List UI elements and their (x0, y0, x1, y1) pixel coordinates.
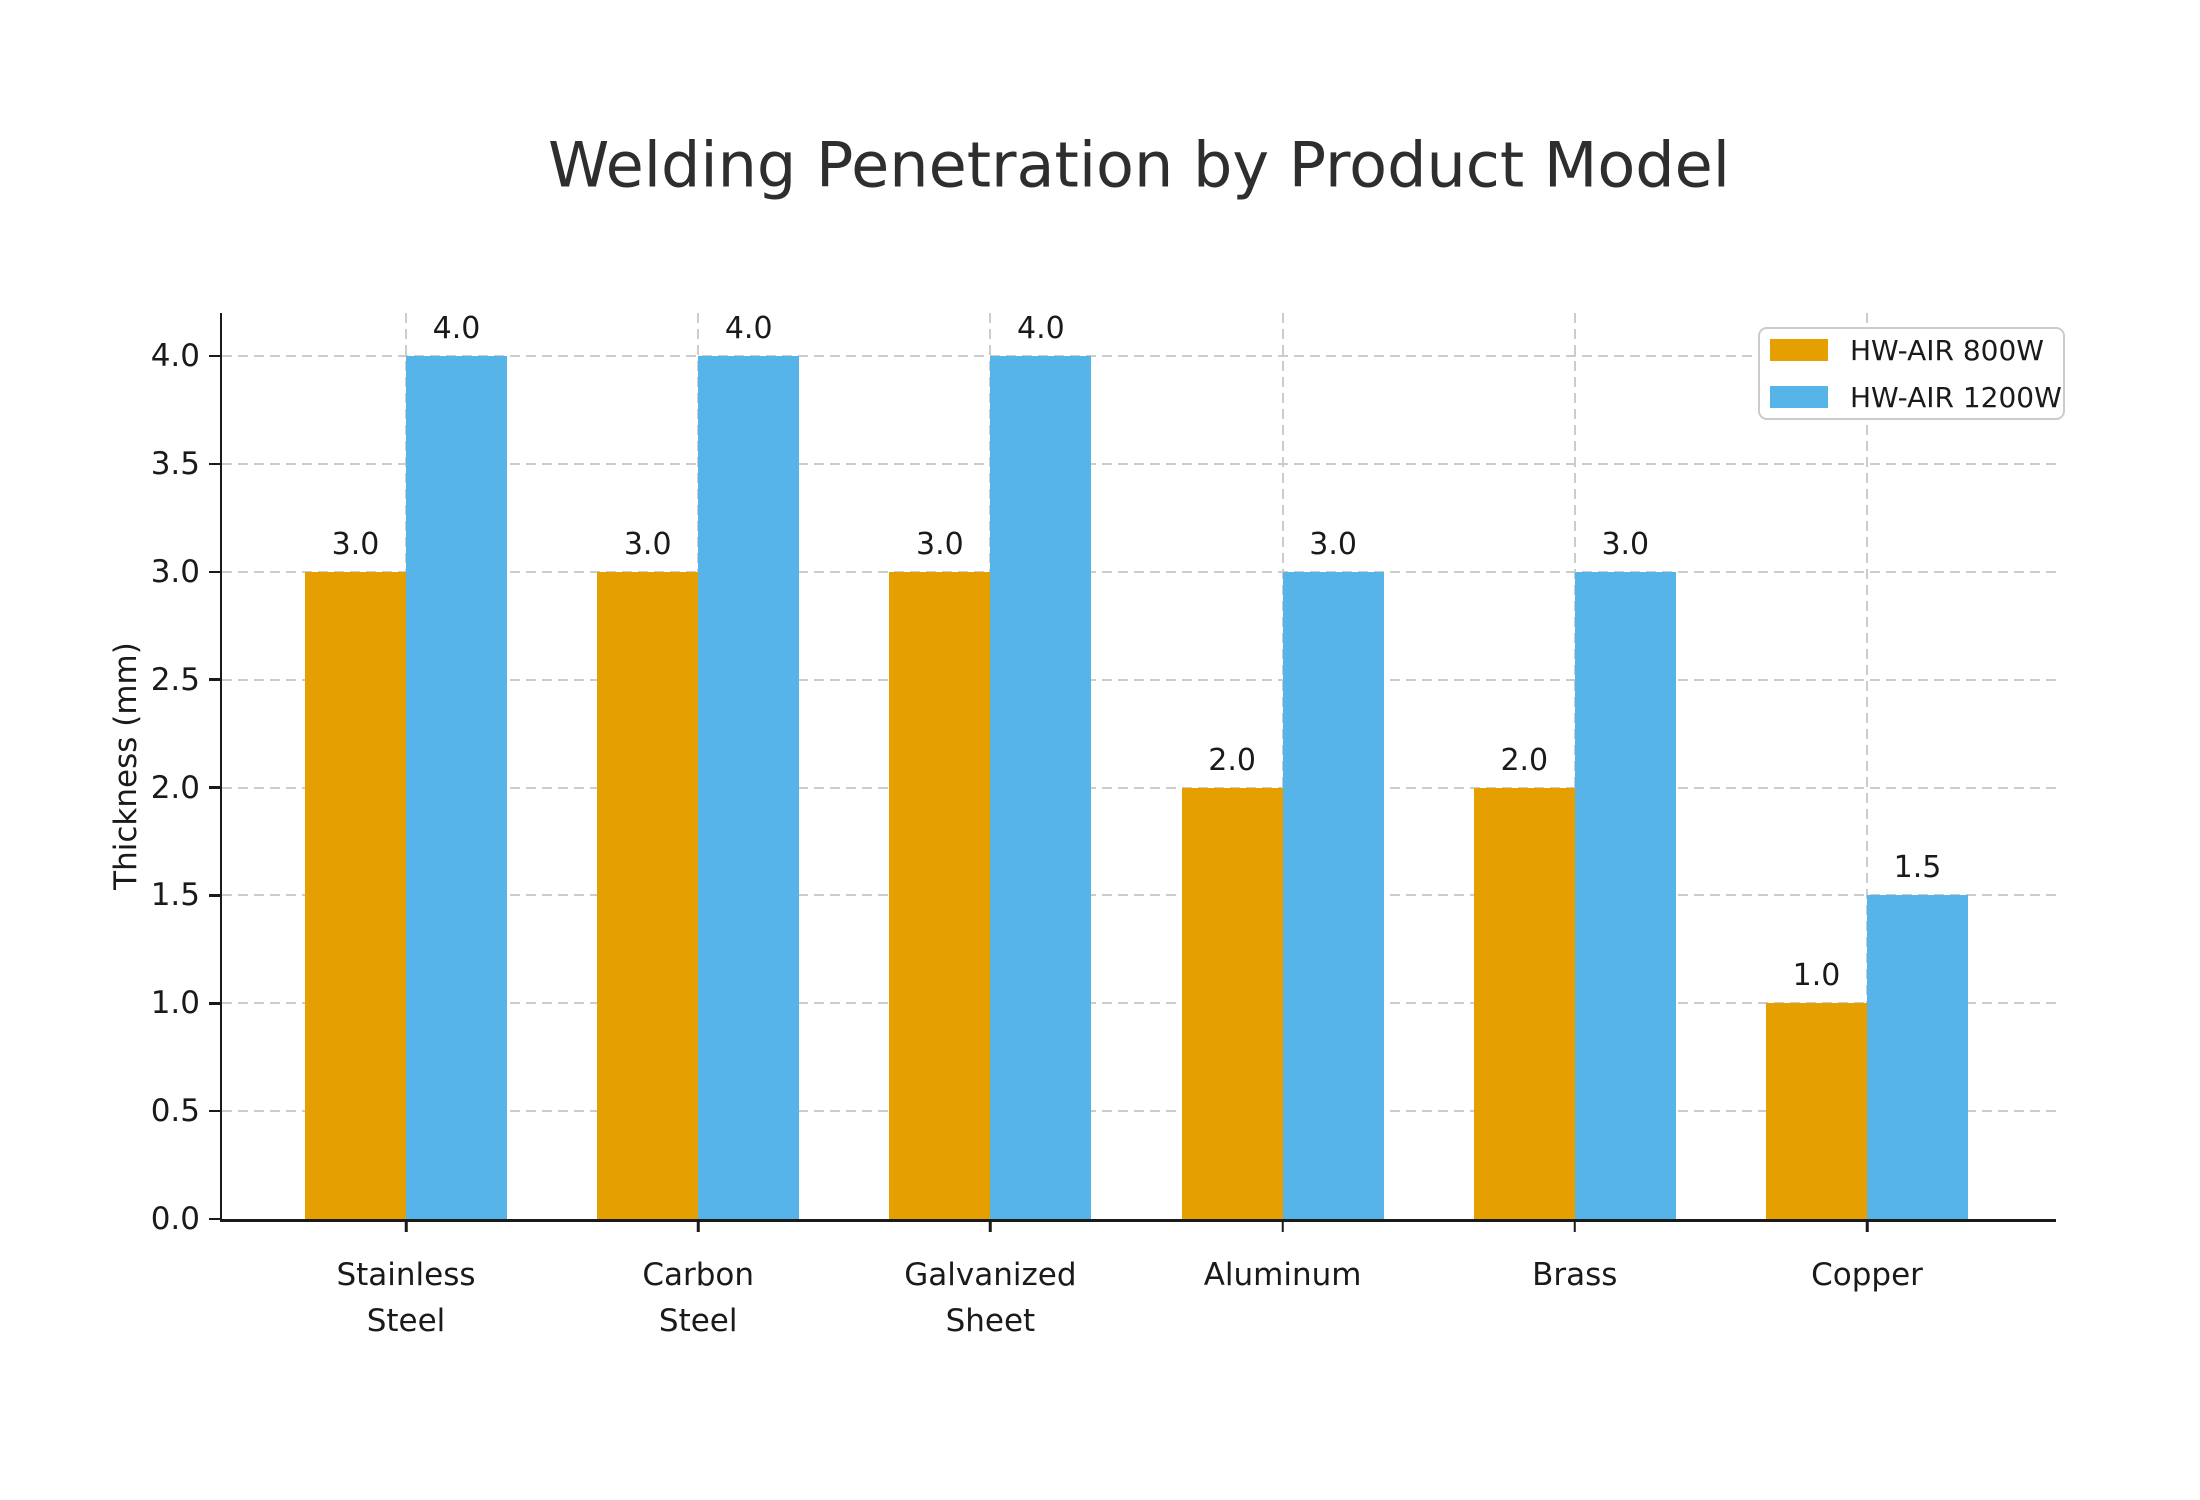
legend-swatch-hw-air-800w-icon (1770, 339, 1828, 361)
x-tick-label: Brass (1532, 1257, 1618, 1293)
bar-value-label: 3.0 (331, 526, 380, 562)
bar-hw-air-1200w (1867, 895, 1968, 1219)
y-tick-label: 1.5 (150, 877, 200, 914)
bar-hw-air-800w (889, 571, 991, 1219)
bar-value-label: 4.0 (1017, 311, 1065, 347)
legend-label-hw-air-1200w: HW-AIR 1200W (1850, 380, 2062, 414)
legend-entry-hw-air-1200w: HW-AIR 1200W (1770, 381, 2062, 414)
legend-swatch-hw-air-1200w-icon (1770, 386, 1828, 408)
bar-hw-air-1200w (698, 356, 800, 1219)
x-tick-label: Copper (1811, 1257, 1923, 1293)
bar-value-label: 4.0 (724, 311, 773, 347)
bar-value-label: 1.0 (1792, 958, 1841, 994)
y-tick-mark (209, 1109, 220, 1113)
bar-hw-air-1200w (406, 356, 507, 1219)
gridline-horizontal (222, 894, 2056, 897)
y-tick-label: 1.0 (150, 985, 200, 1022)
bar-value-label: 4.0 (432, 311, 481, 347)
x-tick-label: Galvanized Sheet (904, 1257, 1077, 1339)
gridline-vertical (1866, 313, 1868, 1219)
y-tick-label: 0.0 (150, 1201, 200, 1237)
bar-hw-air-1200w (990, 356, 1092, 1219)
x-tick-mark (1573, 1221, 1577, 1232)
y-tick-label: 2.0 (150, 769, 200, 806)
gridline-horizontal (222, 570, 2056, 573)
gridline-horizontal (222, 678, 2056, 681)
gridline-horizontal (222, 1002, 2056, 1005)
y-tick-label: 2.5 (150, 661, 200, 698)
bar-hw-air-800w (1766, 1003, 1867, 1219)
bar-hw-air-800w (305, 571, 406, 1219)
y-tick-label: 4.0 (150, 338, 200, 375)
y-tick-mark (209, 678, 220, 681)
legend: HW-AIR 800W HW-AIR 1200W (1758, 327, 2065, 420)
gridline-horizontal (222, 463, 2056, 465)
bar-hw-air-1200w (1574, 571, 1676, 1219)
bar-value-label: 3.0 (916, 526, 964, 562)
bar-value-label: 2.0 (1208, 742, 1256, 778)
y-tick-mark (209, 786, 220, 789)
legend-entry-hw-air-800w: HW-AIR 800W (1770, 334, 2049, 367)
bar-value-label: 3.0 (1601, 526, 1650, 562)
x-tick-mark (696, 1221, 700, 1232)
y-axis-spine (219, 313, 222, 1219)
y-tick-mark (209, 462, 220, 466)
plot-area: 0.0 0.5 1.0 1.5 2.0 2.5 3.0 3.5 4.0 Stainless Ste… (151, 311, 2056, 1339)
y-tick-label: 3.0 (150, 553, 200, 590)
bar-hw-air-800w (1473, 787, 1575, 1219)
x-tick-mark (1281, 1221, 1284, 1232)
bar-hw-air-1200w (1282, 571, 1384, 1219)
chart-title: Welding Penetration by Product Model (547, 128, 1731, 202)
bar-value-label: 2.0 (1500, 742, 1549, 778)
x-tick-label: Carbon Steel (642, 1257, 755, 1339)
x-tick-label: Aluminum (1203, 1257, 1362, 1293)
gridline-horizontal (222, 355, 2056, 358)
y-tick-mark (209, 1217, 220, 1221)
x-tick-label: Stainless Steel (336, 1257, 476, 1339)
x-tick-mark (989, 1221, 992, 1232)
bar-value-label: 1.5 (1893, 850, 1942, 886)
bar-value-label: 3.0 (1309, 526, 1357, 562)
y-tick-label: 0.5 (150, 1093, 200, 1130)
gridline-horizontal (222, 1110, 2056, 1113)
bar-value-label: 3.0 (623, 526, 672, 562)
y-tick-mark (209, 354, 220, 358)
gridline-horizontal (222, 786, 2056, 789)
bar-hw-air-800w (1181, 787, 1283, 1219)
legend-label-hw-air-800w: HW-AIR 800W (1850, 333, 2044, 367)
x-axis-spine (219, 1219, 2056, 1222)
y-tick-label: 3.5 (150, 446, 200, 482)
y-axis-label: Thickness (mm) (108, 642, 144, 890)
x-tick-mark (1865, 1221, 1869, 1232)
y-tick-mark (209, 1002, 220, 1005)
y-tick-mark (209, 570, 220, 574)
y-tick-mark (209, 894, 220, 897)
bar-hw-air-800w (597, 571, 699, 1219)
x-tick-mark (404, 1221, 408, 1232)
